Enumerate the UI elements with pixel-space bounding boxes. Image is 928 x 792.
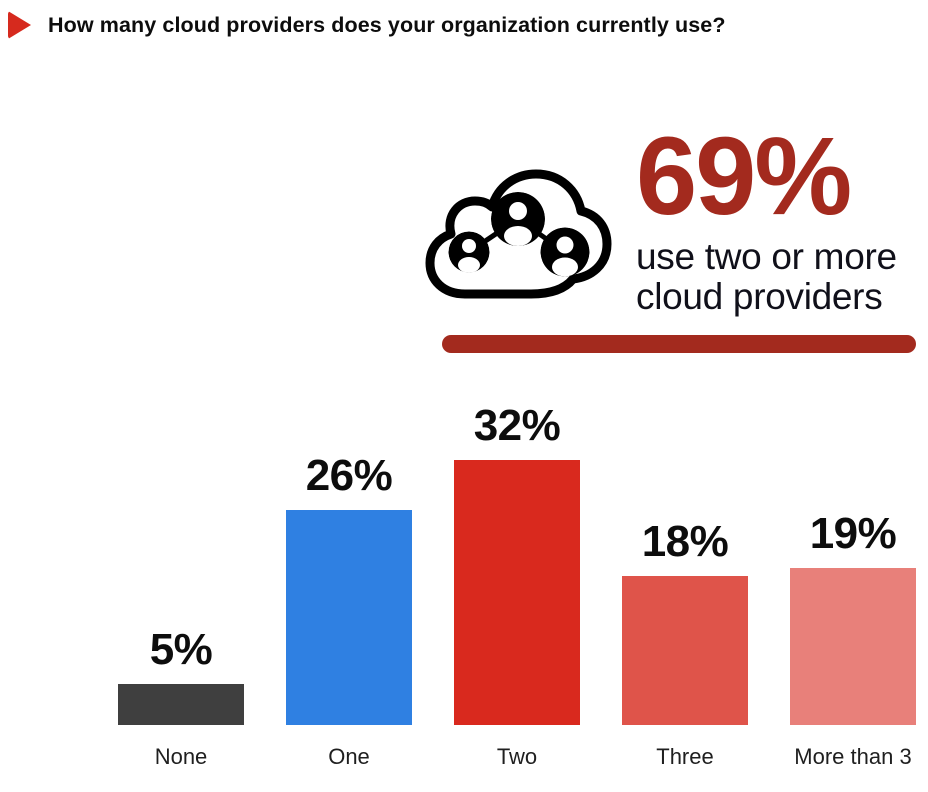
bar-value-label: 18% [641, 516, 729, 566]
page-title: How many cloud providers does your organ… [48, 12, 726, 37]
bar-category-label: One [328, 744, 370, 769]
callout-subtitle: use two or more cloud providers [636, 237, 928, 316]
bar-value-label: 32% [473, 401, 561, 451]
cloud-network-users-icon [421, 163, 613, 309]
bar-value-label: 19% [809, 508, 897, 558]
bar [454, 460, 580, 725]
callout: 69% use two or more cloud providers [636, 115, 928, 316]
bar-category-label: Two [496, 744, 538, 769]
bar-chart: 5% None 26% One 32% Two 18% Three 19% More than 3 [97, 380, 928, 773]
bar [286, 509, 412, 725]
bar-category-label: Three [656, 744, 714, 769]
bar [118, 683, 244, 725]
bar-group: 32% Two [433, 380, 601, 773]
bar [790, 567, 916, 725]
bar-category-label: None [154, 744, 208, 769]
bar-value-label: 26% [305, 450, 393, 500]
bar-group: 18% Three [601, 380, 769, 773]
callout-stat: 69% [636, 115, 852, 238]
bar-group: 5% None [97, 380, 265, 773]
triangle-right-icon [8, 11, 31, 39]
header: How many cloud providers does your organ… [8, 11, 726, 39]
bar-group: 26% One [265, 380, 433, 773]
callout-line1: use two or more [636, 236, 897, 278]
callout-line2: cloud providers [636, 275, 883, 317]
bar-category-label: More than 3 [794, 744, 912, 769]
bar-group: 19% More than 3 [769, 380, 928, 773]
callout-underline-rule [442, 335, 916, 353]
bar [622, 575, 748, 725]
bar-value-label: 5% [149, 624, 213, 674]
